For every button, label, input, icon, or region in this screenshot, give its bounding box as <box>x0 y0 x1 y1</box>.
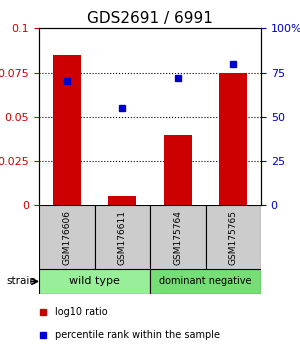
Text: GSM176611: GSM176611 <box>118 210 127 265</box>
Bar <box>150 269 261 294</box>
Bar <box>206 205 261 269</box>
Text: wild type: wild type <box>69 276 120 286</box>
Text: dominant negative: dominant negative <box>159 276 252 286</box>
Bar <box>39 269 150 294</box>
Bar <box>108 196 136 205</box>
Bar <box>150 205 206 269</box>
Bar <box>164 135 192 205</box>
Text: GSM175764: GSM175764 <box>173 210 182 265</box>
Text: percentile rank within the sample: percentile rank within the sample <box>55 330 220 341</box>
Text: log10 ratio: log10 ratio <box>55 307 107 318</box>
Bar <box>94 205 150 269</box>
Bar <box>219 73 247 205</box>
Text: GSM176606: GSM176606 <box>62 210 71 265</box>
Bar <box>53 55 81 205</box>
Bar <box>39 205 94 269</box>
Text: GSM175765: GSM175765 <box>229 210 238 265</box>
Title: GDS2691 / 6991: GDS2691 / 6991 <box>87 11 213 26</box>
Text: strain: strain <box>6 276 36 286</box>
